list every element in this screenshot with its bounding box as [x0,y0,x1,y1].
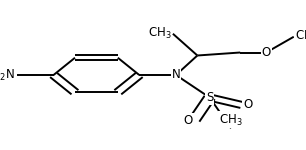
Text: H$_2$N: H$_2$N [0,68,15,82]
Text: CH$_3$: CH$_3$ [295,29,306,44]
Text: O: O [184,114,193,126]
Text: S: S [206,91,213,104]
Text: CH$_3$: CH$_3$ [148,26,171,41]
Text: CH$_3$: CH$_3$ [219,112,243,127]
Text: O: O [243,99,252,111]
Text: N: N [172,69,180,81]
Text: O: O [262,46,271,59]
